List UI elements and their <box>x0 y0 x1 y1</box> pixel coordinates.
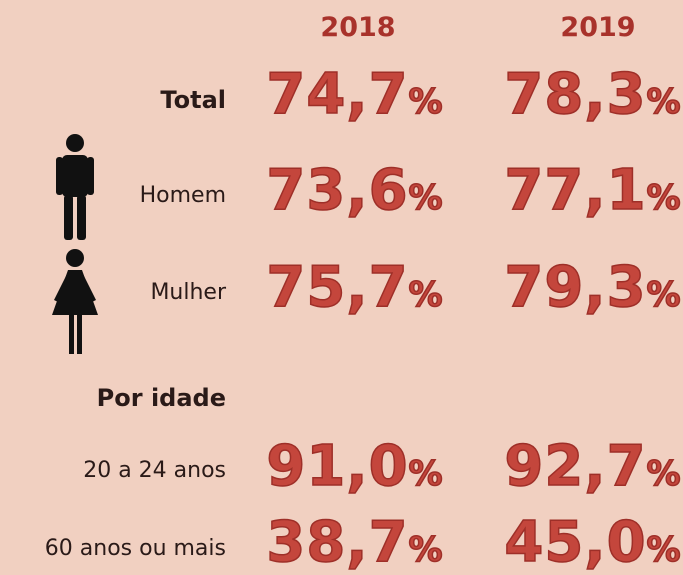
value-number: 77,1 <box>504 157 647 224</box>
value-number: 73,6 <box>266 157 409 224</box>
row-label: Total <box>160 86 226 114</box>
value-unit: % <box>408 81 444 123</box>
value-cell: 92,7% <box>478 433 683 500</box>
value-number: 91,0 <box>266 433 409 500</box>
value-number: 78,3 <box>504 61 647 128</box>
value-unit: % <box>646 81 682 123</box>
woman-icon <box>52 249 98 354</box>
value-number: 92,7 <box>504 433 647 500</box>
value-cell: 73,6% <box>240 157 470 224</box>
value-number: 75,7 <box>266 254 409 321</box>
row-label: 20 a 24 anos <box>83 458 226 483</box>
value-number: 38,7 <box>266 509 409 575</box>
man-icon <box>56 134 94 240</box>
value-unit: % <box>408 177 444 219</box>
value-unit: % <box>408 453 444 495</box>
row-label: 60 anos ou mais <box>44 536 226 561</box>
value-unit: % <box>646 453 682 495</box>
row-label: Mulher <box>150 280 226 305</box>
value-unit: % <box>408 274 444 316</box>
section-title: Por idade <box>96 384 226 412</box>
column-header: 2018 <box>320 12 396 43</box>
value-unit: % <box>646 274 682 316</box>
value-cell: 74,7% <box>240 61 470 128</box>
value-cell: 45,0% <box>478 509 683 575</box>
value-cell: 38,7% <box>240 509 470 575</box>
value-cell: 78,3% <box>478 61 683 128</box>
value-cell: 75,7% <box>240 254 470 321</box>
value-number: 74,7 <box>266 61 409 128</box>
value-number: 45,0 <box>504 509 647 575</box>
value-unit: % <box>408 529 444 571</box>
row-label: Homem <box>139 183 226 208</box>
value-unit: % <box>646 177 682 219</box>
value-number: 79,3 <box>504 254 647 321</box>
value-cell: 77,1% <box>478 157 683 224</box>
value-cell: 91,0% <box>240 433 470 500</box>
value-unit: % <box>646 529 682 571</box>
value-cell: 79,3% <box>478 254 683 321</box>
column-header: 2019 <box>560 12 636 43</box>
